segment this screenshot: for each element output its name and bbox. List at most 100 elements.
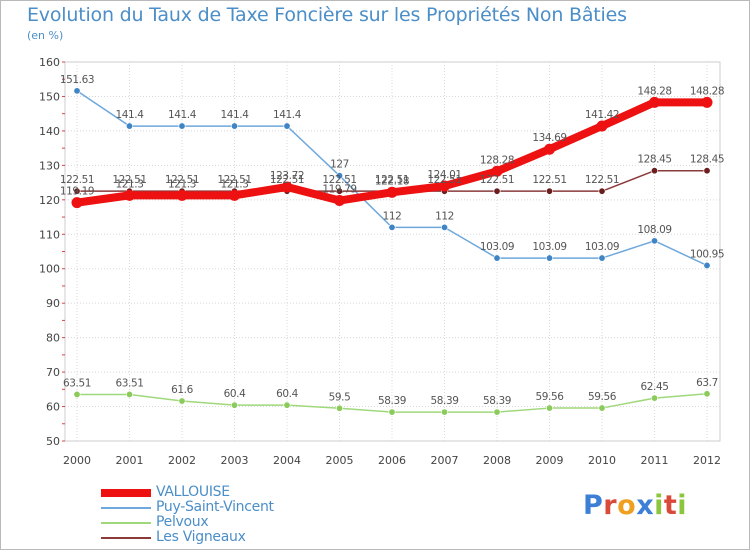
logo-letter: x	[636, 490, 655, 521]
data-label: 122.51	[112, 174, 146, 186]
data-label: 128.28	[480, 154, 514, 166]
data-point	[650, 237, 658, 245]
data-point	[231, 401, 239, 409]
legend-label-vallouise: VALLOUISE	[156, 484, 230, 500]
data-label: 148.28	[637, 85, 671, 97]
data-label: 103.09	[532, 241, 566, 253]
data-point	[440, 223, 448, 231]
data-label: 122.51	[427, 174, 461, 186]
data-label: 121.3	[115, 178, 143, 190]
logo-letter: t	[663, 490, 678, 521]
data-label: 112	[383, 210, 402, 222]
data-label: 63.51	[115, 377, 143, 389]
logo-letter: o	[617, 490, 637, 521]
data-point	[598, 254, 606, 262]
data-point	[493, 254, 501, 262]
data-label: 124.01	[427, 169, 461, 181]
x-tick-label: 2004	[273, 454, 301, 467]
y-tick-label: 80	[46, 332, 60, 345]
data-point	[544, 143, 555, 155]
legend-label-pelvoux: Pelvoux	[156, 514, 209, 530]
data-point	[493, 408, 501, 416]
data-label: 122.51	[60, 174, 94, 186]
legend-label-puy-saint-vincent: Puy-Saint-Vincent	[156, 499, 274, 515]
data-point	[650, 394, 658, 402]
x-tick-label: 2003	[221, 454, 249, 467]
data-label: 141.4	[273, 109, 302, 121]
data-label: 122.18	[375, 175, 409, 187]
data-point	[178, 122, 186, 130]
data-point	[126, 122, 134, 130]
data-label: 59.56	[588, 391, 617, 403]
chart-unit: (en %)	[27, 29, 64, 42]
data-point	[335, 172, 343, 180]
data-label: 108.09	[637, 224, 671, 236]
legend-swatch-pelvoux	[101, 522, 151, 524]
data-label: 58.39	[430, 395, 458, 407]
data-point	[73, 390, 81, 398]
data-label: 121.3	[220, 178, 248, 190]
data-point	[386, 186, 398, 198]
logo-letter: i	[677, 490, 688, 521]
data-label: 122.51	[375, 174, 409, 186]
legend-item-pelvoux: Pelvoux	[101, 514, 341, 530]
data-point	[596, 120, 608, 132]
data-point	[703, 390, 711, 398]
data-point	[649, 96, 660, 108]
data-label: 121.3	[168, 178, 196, 190]
y-tick-label: 120	[39, 194, 60, 207]
legend: VALLOUISE Puy-Saint-Vincent Pelvoux Les …	[101, 484, 341, 545]
data-point	[283, 401, 291, 409]
data-point	[545, 404, 553, 412]
legend-swatch-les-vigneaux	[101, 537, 151, 539]
logo-letter: P	[583, 490, 604, 521]
data-point	[650, 167, 658, 175]
data-point	[388, 223, 396, 231]
y-tick-label: 90	[46, 297, 60, 310]
legend-item-puy-saint-vincent: Puy-Saint-Vincent	[101, 499, 341, 515]
chart-title: Evolution du Taux de Taxe Foncière sur l…	[27, 4, 627, 26]
data-point	[335, 404, 343, 412]
data-point	[73, 187, 81, 195]
data-label: 60.4	[224, 388, 246, 400]
data-label: 123.72	[270, 170, 304, 182]
data-label: 127	[330, 159, 349, 171]
data-label: 141.4	[220, 109, 249, 121]
x-tick-label: 2007	[431, 454, 459, 467]
data-point	[598, 187, 606, 195]
data-point	[229, 189, 240, 201]
data-label: 112	[435, 210, 454, 222]
data-label: 103.09	[585, 241, 619, 253]
data-point	[701, 96, 713, 108]
data-label: 60.4	[276, 388, 298, 400]
legend-item-les-vigneaux: Les Vigneaux	[101, 529, 341, 545]
data-label: 141.4	[115, 109, 144, 121]
legend-label-les-vigneaux: Les Vigneaux	[156, 529, 246, 545]
data-label: 61.6	[171, 384, 193, 396]
data-label: 151.63	[60, 74, 94, 86]
y-tick-label: 130	[39, 159, 60, 172]
data-point	[281, 181, 293, 193]
data-point	[388, 408, 396, 416]
x-tick-label: 2012	[693, 454, 721, 467]
data-label: 59.56	[535, 391, 564, 403]
data-point	[73, 87, 81, 95]
data-point	[334, 195, 345, 207]
data-point	[493, 187, 501, 195]
data-label: 63.7	[696, 377, 718, 389]
data-point	[283, 122, 291, 130]
data-point	[231, 122, 239, 130]
data-point	[491, 165, 503, 177]
x-tick-label: 2010	[588, 454, 616, 467]
legend-swatch-vallouise	[101, 489, 151, 497]
x-tick-label: 2009	[536, 454, 564, 467]
legend-swatch-puy-saint-vincent	[101, 507, 151, 509]
y-tick-label: 110	[39, 228, 60, 241]
data-label: 122.51	[480, 174, 514, 186]
data-label: 128.45	[637, 154, 671, 166]
data-point	[545, 254, 553, 262]
data-label: 59.5	[329, 391, 351, 403]
data-point	[703, 261, 711, 269]
data-label: 119.79	[322, 184, 356, 196]
